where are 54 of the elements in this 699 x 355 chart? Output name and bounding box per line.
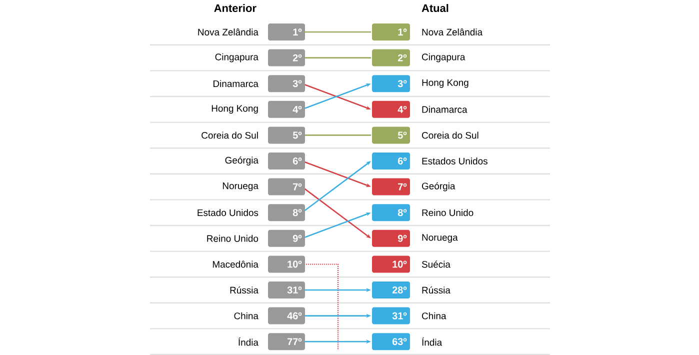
data-label: 6º <box>292 157 302 164</box>
category-label: Índia <box>422 337 442 346</box>
data-label: 77º <box>288 338 302 346</box>
category-label: Hong Kong <box>422 79 468 88</box>
category-label: Nova Zelândia <box>422 28 483 36</box>
data-label: 9º <box>398 234 407 242</box>
data-label: 1º <box>293 28 302 36</box>
category-label: Atual <box>422 4 448 12</box>
data-label: 10º <box>288 260 302 268</box>
category-label: Geórgia <box>422 182 456 192</box>
category-label: Reino Unido <box>207 234 258 242</box>
data-label: 31º <box>287 286 302 294</box>
data-label: 7º <box>293 183 302 190</box>
data-label: 10º <box>392 260 407 268</box>
category-label: Rússia <box>422 286 450 294</box>
data-label: 6º <box>398 157 407 164</box>
category-label: Nova Zelândia <box>198 28 258 36</box>
data-label: 8º <box>292 209 302 216</box>
data-label: 63º <box>392 338 407 346</box>
data-label: 5º <box>398 132 407 139</box>
data-label: 31º <box>392 312 407 320</box>
category-label: Geórgia <box>225 156 258 166</box>
data-label: 3º <box>292 80 302 88</box>
data-label: 8º <box>398 209 407 216</box>
category-label: China <box>422 312 446 320</box>
data-label: 28º <box>392 286 407 294</box>
category-label: Noruega <box>422 234 458 243</box>
data-label: 4º <box>292 106 302 113</box>
category-label: Macedônia <box>212 260 258 268</box>
category-label: China <box>234 312 258 320</box>
category-label: Estados Unidos <box>422 157 488 164</box>
category-label: Noruega <box>222 182 258 191</box>
category-label: Dinamarca <box>422 106 468 113</box>
category-label: Estado Unidos <box>198 209 258 216</box>
category-label: Reino Unido <box>422 209 474 216</box>
data-label: 7º <box>398 183 407 190</box>
data-label: 2º <box>292 54 302 62</box>
category-label: Dinamarca <box>214 80 258 88</box>
category-label: Suécia <box>422 260 450 268</box>
data-label: 1º <box>398 28 407 36</box>
data-label: 3º <box>398 80 407 88</box>
category-label: Coreia do Sul <box>422 132 478 139</box>
category-label: Rússia <box>230 286 258 294</box>
category-label: Cingapura <box>215 53 258 62</box>
category-label: Anterior <box>214 4 256 12</box>
data-label: 5º <box>292 132 302 139</box>
data-label: 4º <box>398 106 407 113</box>
data-label: 2º <box>398 54 407 62</box>
category-label: Índia <box>238 337 258 346</box>
data-label: 46º <box>287 312 302 320</box>
category-label: Coreia do Sul <box>202 132 258 139</box>
category-label: Cingapura <box>422 53 466 62</box>
data-label: 9º <box>292 234 302 242</box>
category-label: Hong Kong <box>212 105 258 114</box>
